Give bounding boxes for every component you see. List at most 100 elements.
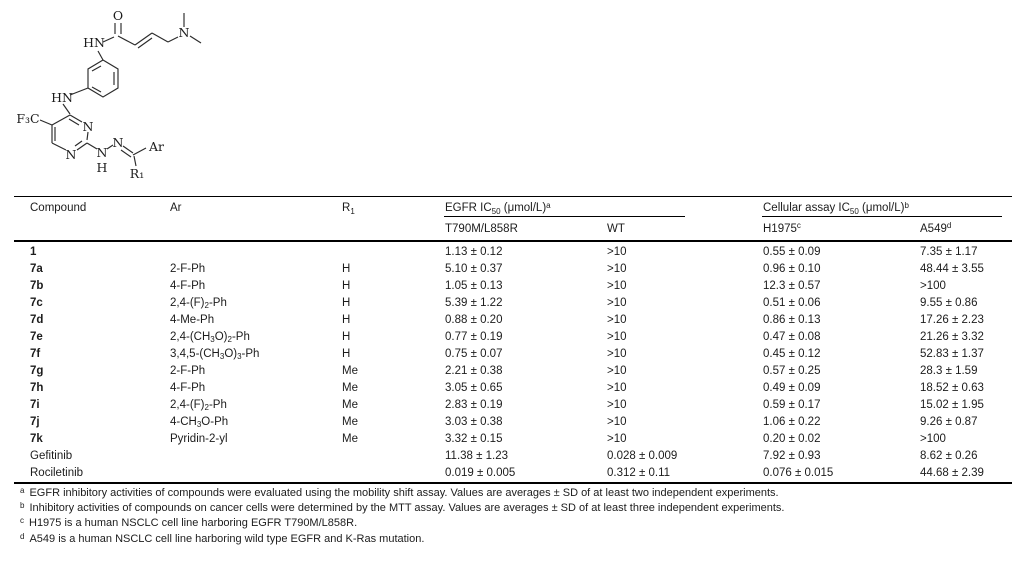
cell-r1: [326, 465, 429, 483]
cell-h1975: 0.47 ± 0.08: [763, 330, 821, 343]
cell-r1: H: [342, 262, 351, 275]
activity-table: Compound Ar R1 EGFR IC50 (μmol/L)a Cellu…: [14, 196, 1012, 484]
cell-h1975: 1.06 ± 0.22: [763, 415, 821, 428]
cell-t790m: 3.05 ± 0.65: [445, 381, 503, 394]
cell-ar: 2,4-(F)2-Ph: [170, 296, 227, 311]
atom-label-aniline-hn: HN: [51, 90, 73, 105]
cell-t790m: 3.32 ± 0.15: [445, 432, 503, 445]
cell-h1975: 7.92 ± 0.93: [763, 449, 821, 462]
cell-r1: Me: [342, 415, 358, 428]
atom-label-ar: Ar: [148, 139, 164, 154]
cell-wt: >10: [607, 262, 627, 275]
cell-compound: 7g: [30, 364, 44, 377]
table-row: 7g 2-F-Ph Me 2.21 ± 0.38 >10 0.57 ± 0.25 28.3 …: [14, 363, 1012, 380]
cell-r1: Me: [342, 364, 358, 377]
cell-r1: H: [342, 313, 351, 326]
table-row: 7j 4-CH3O-Ph Me 3.03 ± 0.38 >10 1.06 ± 0.22 9.…: [14, 414, 1012, 431]
cell-wt: >10: [607, 279, 627, 292]
cell-t790m: 1.05 ± 0.13: [445, 279, 503, 292]
footnote-mark: d: [20, 531, 25, 541]
cell-wt: >10: [607, 398, 627, 411]
cell-wt: >10: [607, 245, 627, 258]
cell-wt: >10: [607, 364, 627, 377]
table-row: 7i 2,4-(F)2-Ph Me 2.83 ± 0.19 >10 0.59 ± 0.17…: [14, 397, 1012, 414]
cell-r1: Me: [342, 398, 358, 411]
footnote-mark: a: [20, 486, 25, 495]
cell-r1: H: [342, 347, 351, 360]
cell-a549: 21.26 ± 3.32: [920, 330, 984, 343]
atom-label-imine-n: N: [113, 135, 124, 150]
footnote-d: d A549 is a human NSCLC cell line harbori…: [20, 532, 1020, 547]
cell-t790m: 0.75 ± 0.07: [445, 347, 503, 360]
atom-label-amide-hn: HN: [83, 35, 105, 50]
cell-r1: [326, 448, 429, 465]
table-header: Compound Ar R1 EGFR IC50 (μmol/L)a Cellu…: [14, 196, 1012, 242]
footnote-mark: b: [20, 501, 25, 511]
cell-ar: 2-F-Ph: [170, 262, 206, 275]
cell-wt: >10: [607, 313, 627, 326]
cell-compound: 7j: [30, 415, 40, 428]
cell-ar: 4-Me-Ph: [170, 313, 215, 326]
cell-h1975: 0.45 ± 0.12: [763, 347, 821, 360]
cell-a549: 44.68 ± 2.39: [920, 466, 984, 479]
atom-label-dimethylamino-n: N: [179, 25, 190, 40]
cell-h1975: 12.3 ± 0.57: [763, 279, 821, 292]
cell-ar: 2,4-(CH3O)2-Ph: [170, 330, 250, 345]
cell-h1975: 0.20 ± 0.02: [763, 432, 821, 445]
cell-t790m: 3.03 ± 0.38: [445, 415, 503, 428]
cell-a549: 8.62 ± 0.26: [920, 449, 978, 462]
cell-compound: 7h: [30, 381, 44, 394]
col-header-compound: Compound: [14, 196, 154, 242]
cell-h1975: 0.49 ± 0.09: [763, 381, 821, 394]
table-row: 7e 2,4-(CH3O)2-Ph H 0.77 ± 0.19 >10 0.47 ± 0.…: [14, 329, 1012, 346]
table-row: 7k Pyridin-2-yl Me 3.32 ± 0.15 >10 0.20 ± 0.0…: [14, 431, 1012, 448]
table-row: 7c 2,4-(F)2-Ph H 5.39 ± 1.22 >10 0.51 ± 0.06 9…: [14, 295, 1012, 312]
col-header-a549: A549d: [904, 218, 1012, 242]
cell-ar: 4-CH3O-Ph: [170, 415, 229, 430]
footnote-text: H1975 is a human NSCLC cell line harbori…: [29, 517, 358, 530]
cell-compound: Gefitinib: [30, 449, 73, 462]
footnote-text: A549 is a human NSCLC cell line harborin…: [29, 532, 425, 545]
cell-compound: 7a: [30, 262, 43, 275]
footnote-a: a EGFR inhibitory activities of compounds…: [20, 486, 1020, 501]
col-group-cellular-ic50: Cellular assay IC50 (μmol/L)b: [747, 197, 1012, 219]
compound-structure-figure: O HN N HN F₃C N N N H N Ar R₁: [16, 8, 202, 181]
cell-h1975: 0.57 ± 0.25: [763, 364, 821, 377]
cell-compound: 7d: [30, 313, 44, 326]
atom-label-r1: R₁: [130, 166, 144, 181]
cell-compound: 7i: [30, 398, 40, 411]
cell-wt: 0.028 ± 0.009: [607, 449, 678, 462]
cell-a549: 18.52 ± 0.63: [920, 381, 984, 394]
cell-ar: 2,4-(F)2-Ph: [170, 398, 227, 413]
cell-a549: >100: [920, 432, 946, 445]
cell-a549: 28.3 ± 1.59: [920, 364, 978, 377]
atom-label-cf3: F₃C: [16, 111, 39, 126]
cell-r1: Me: [342, 432, 358, 445]
cell-h1975: 0.076 ± 0.015: [763, 466, 834, 479]
cell-h1975: 0.59 ± 0.17: [763, 398, 821, 411]
cell-t790m: 0.88 ± 0.20: [445, 313, 503, 326]
col-header-h1975: H1975c: [747, 218, 904, 242]
cell-r1: H: [342, 296, 351, 309]
table-row: 7h 4-F-Ph Me 3.05 ± 0.65 >10 0.49 ± 0.09 18.52…: [14, 380, 1012, 397]
cell-h1975: 0.51 ± 0.06: [763, 296, 821, 309]
cell-ar: [154, 465, 326, 483]
cell-h1975: 0.96 ± 0.10: [763, 262, 821, 275]
cell-compound: 1: [30, 245, 37, 258]
footnote-mark: c: [20, 516, 24, 526]
cell-h1975: 0.55 ± 0.09: [763, 245, 821, 258]
cell-compound: 7c: [30, 296, 43, 309]
cell-ar: 3,4,5-(CH3O)3-Ph: [170, 347, 260, 362]
table-row: 7f 3,4,5-(CH3O)3-Ph H 0.75 ± 0.07 >10 0.45 ± …: [14, 346, 1012, 363]
cell-a549: 52.83 ± 1.37: [920, 347, 984, 360]
cell-wt: >10: [607, 415, 627, 428]
footnotes: a EGFR inhibitory activities of compounds…: [20, 486, 1020, 547]
cell-compound: Rociletinib: [30, 466, 84, 479]
cell-a549: 15.02 ± 1.95: [920, 398, 984, 411]
col-header-ar: Ar: [154, 196, 326, 242]
cell-t790m: 5.39 ± 1.22: [445, 296, 503, 309]
atom-label-hydrazide-h: H: [97, 160, 108, 175]
cell-t790m: 5.10 ± 0.37: [445, 262, 503, 275]
cell-t790m: 0.019 ± 0.005: [445, 466, 516, 479]
cell-wt: >10: [607, 432, 627, 445]
